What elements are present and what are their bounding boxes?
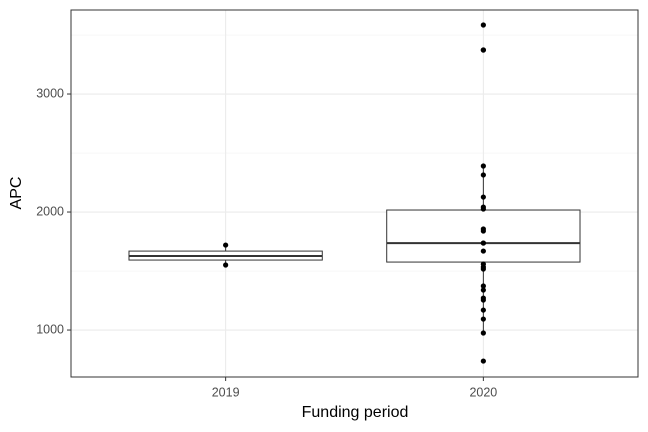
point (480, 266, 486, 272)
point (480, 297, 486, 303)
point (480, 358, 486, 364)
point (480, 248, 486, 254)
point (480, 47, 486, 53)
x-tick-label: 2019 (212, 385, 240, 399)
point (480, 228, 486, 234)
panel-border (70, 9, 639, 378)
point (480, 206, 486, 212)
point (480, 240, 486, 246)
point (480, 307, 486, 313)
x-tick-label: 2020 (469, 385, 497, 399)
y-tick-label: 1000 (36, 322, 64, 336)
y-axis-title: APC (8, 177, 25, 210)
box (386, 209, 581, 263)
point (480, 283, 486, 289)
point (480, 194, 486, 200)
point (223, 242, 229, 248)
point (223, 262, 229, 268)
point (480, 316, 486, 322)
point (480, 172, 486, 178)
point (480, 330, 486, 336)
x-axis-title: Funding period (302, 404, 409, 421)
y-tick-label: 2000 (36, 204, 64, 218)
point (480, 287, 486, 293)
y-tick-label: 3000 (36, 86, 64, 100)
point (480, 163, 486, 169)
point (480, 22, 486, 28)
